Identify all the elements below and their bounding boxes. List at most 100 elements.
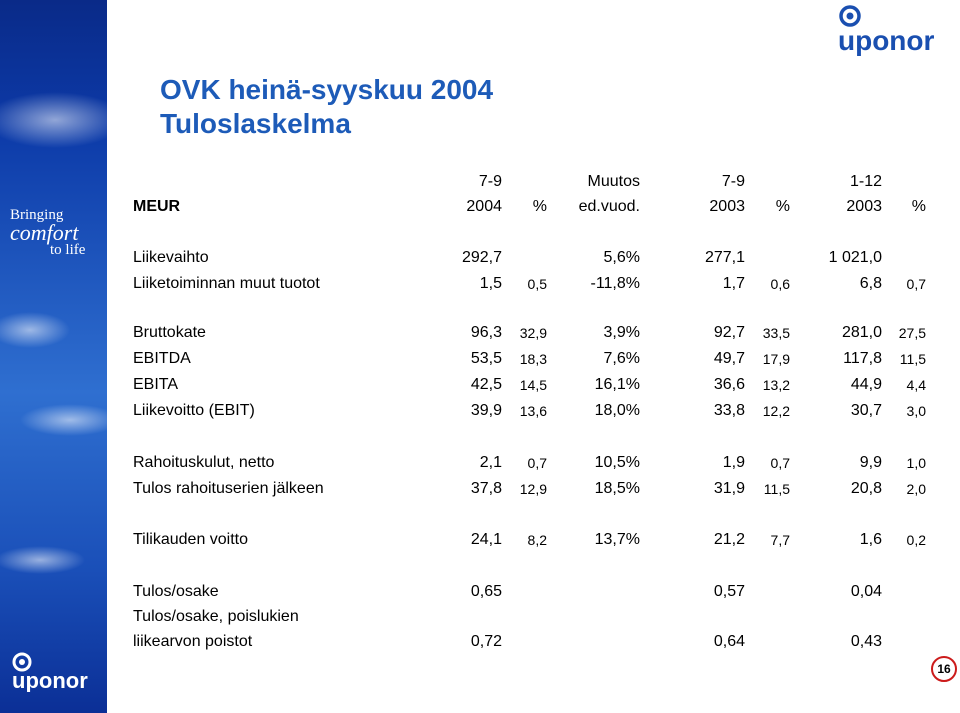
table-row: Tulos/osake, poislukien (0, 605, 960, 629)
cell-col-3: 3,9% (603, 324, 640, 341)
cell-col-3: -11,8% (590, 275, 640, 292)
cell-col-1: 53,5 (470, 350, 502, 367)
column-header-bottom: MEUR 2004 % ed.vuod. 2003 % 2003 % (0, 195, 960, 219)
header-col-4-bottom: 2003 (709, 198, 745, 215)
cell-col-1: 0,72 (470, 633, 502, 650)
cell-col-5: 12,2 (762, 403, 790, 419)
cell-col-4: 277,1 (704, 249, 745, 266)
cell-col-1: 39,9 (470, 402, 502, 419)
header-col-2-bottom: % (532, 198, 547, 215)
table-row: Tilikauden voitto 24,1 8,2 13,7% 21,2 7,7 1,6 0… (0, 528, 960, 552)
table-row: Liikevoitto (EBIT) 39,9 13,6 18,0% 33,8 12,2 3… (0, 399, 960, 423)
cell-col-6: 30,7 (850, 402, 882, 419)
cell-col-7: 11,5 (899, 351, 926, 367)
cell-col-4: 21,2 (713, 531, 745, 548)
cell-col-4: 33,8 (713, 402, 745, 419)
cell-col-6: 0,43 (850, 633, 882, 650)
cell-col-6: 1 021,0 (828, 249, 882, 266)
row-label: EBITDA (133, 350, 191, 367)
uponor-logo-icon: uponor (12, 652, 88, 693)
row-label: Rahoituskulut, netto (133, 454, 275, 471)
table-row: Bruttokate 96,3 32,9 3,9% 92,7 33,5 281,0 27,5 (0, 321, 960, 345)
cell-col-5: 0,7 (770, 455, 790, 471)
unit-label: MEUR (133, 198, 181, 215)
cell-col-1: 37,8 (470, 480, 502, 497)
table-row: Tulos/osake 0,65 0,57 0,04 (0, 580, 960, 604)
cell-col-3: 7,6% (603, 350, 640, 367)
cell-col-6: 0,04 (850, 583, 882, 600)
cell-col-4: 92,7 (713, 324, 745, 341)
cell-col-6: 20,8 (850, 480, 882, 497)
row-label: EBITA (133, 376, 179, 393)
cell-col-7: 3,0 (906, 403, 926, 419)
slide-title: OVK heinä-syyskuu 2004 Tuloslaskelma (160, 73, 493, 141)
row-label: Tilikauden voitto (133, 531, 249, 548)
cell-col-3: 18,0% (594, 402, 640, 419)
cell-col-6: 44,9 (850, 376, 882, 393)
uponor-logo-top: uponor (836, 4, 946, 61)
cell-col-3: 13,7% (594, 531, 640, 548)
cell-col-3: 16,1% (594, 376, 640, 393)
title-line-2: Tuloslaskelma (160, 108, 351, 139)
cell-col-5: 33,5 (762, 325, 790, 341)
cell-col-4: 0,64 (713, 633, 745, 650)
tagline-line-2: comfort (10, 220, 79, 245)
header-col-1-top: 7-9 (478, 173, 502, 190)
header-col-3-bottom: ed.vuod. (578, 198, 640, 215)
cell-col-1: 0,65 (470, 583, 502, 600)
row-label: Tulos rahoituserien jälkeen (133, 480, 324, 497)
cell-col-7: 0,2 (906, 532, 926, 548)
cell-col-6: 9,9 (859, 454, 882, 471)
header-col-5-bottom: % (775, 198, 790, 215)
cell-col-7: 2,0 (906, 481, 926, 497)
row-label: Bruttokate (133, 324, 206, 341)
row-label: Liikevaihto (133, 249, 209, 266)
table-row: EBITDA 53,5 18,3 7,6% 49,7 17,9 117,8 11,5 (0, 347, 960, 371)
cell-col-6: 1,6 (859, 531, 882, 548)
cell-col-4: 1,9 (722, 454, 745, 471)
table-row: liikearvon poistot 0,72 0,64 0,43 (0, 630, 960, 654)
table-row: Rahoituskulut, netto 2,1 0,7 10,5% 1,9 0,7 9,9… (0, 451, 960, 475)
cell-col-2: 0,7 (527, 455, 547, 471)
cell-col-1: 96,3 (470, 324, 502, 341)
cell-col-1: 2,1 (479, 454, 502, 471)
cell-col-7: 27,5 (898, 325, 926, 341)
tagline-line-1: Bringing (10, 207, 64, 223)
header-col-7-bottom: % (911, 198, 926, 215)
cell-col-6: 117,8 (843, 350, 882, 367)
cell-col-2: 18,3 (519, 351, 547, 367)
cell-col-5: 11,5 (763, 481, 790, 497)
cell-col-6: 6,8 (859, 275, 882, 292)
cell-col-5: 17,9 (762, 351, 790, 367)
svg-text:uponor: uponor (838, 25, 935, 56)
brand-tagline: Bringing comfort to life (10, 207, 102, 258)
cell-col-4: 36,6 (713, 376, 745, 393)
cell-col-4: 31,9 (713, 480, 745, 497)
cell-col-5: 0,6 (770, 276, 790, 292)
cell-col-5: 7,7 (770, 532, 790, 548)
cell-col-1: 292,7 (461, 249, 502, 266)
tagline-line-3: to life (50, 242, 86, 258)
title-line-1: OVK heinä-syyskuu 2004 (160, 74, 494, 105)
cell-col-2: 14,5 (519, 377, 547, 393)
row-label: Tulos/osake (133, 583, 219, 600)
cell-col-1: 24,1 (470, 531, 502, 548)
cell-col-2: 12,9 (519, 481, 547, 497)
row-label: liikearvon poistot (133, 633, 253, 650)
header-col-3-top: Muutos (587, 173, 640, 190)
row-label: Tulos/osake, poislukien (133, 608, 299, 625)
page-number: 16 (931, 656, 957, 682)
cell-col-3: 18,5% (594, 480, 640, 497)
cell-col-2: 0,5 (527, 276, 547, 292)
cell-col-7: 4,4 (906, 377, 926, 393)
cell-col-4: 1,7 (722, 275, 745, 292)
table-row: Liiketoiminnan muut tuotot 1,5 0,5 -11,8% 1,… (0, 272, 960, 296)
table-row: Liikevaihto 292,7 5,6% 277,1 1 021,0 (0, 246, 960, 270)
cell-col-5: 13,2 (762, 377, 790, 393)
cell-col-2: 13,6 (519, 403, 547, 419)
header-col-4-top: 7-9 (721, 173, 745, 190)
cell-col-6: 281,0 (841, 324, 882, 341)
cell-col-7: 1,0 (906, 455, 926, 471)
cell-col-3: 5,6% (603, 249, 640, 266)
cell-col-2: 32,9 (519, 325, 547, 341)
